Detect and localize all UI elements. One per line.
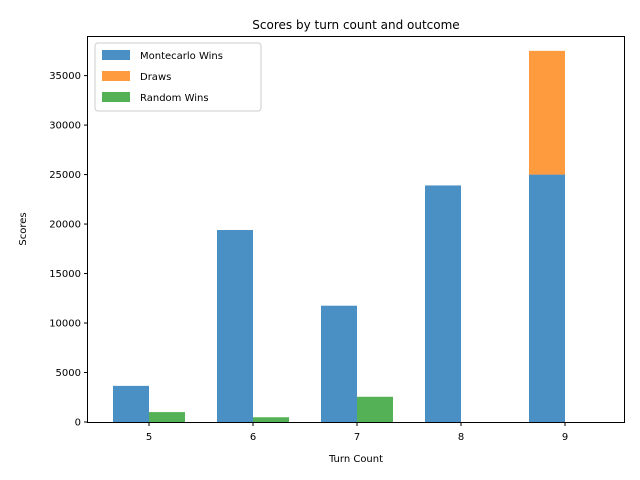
bar-montecarlo-wins-7 bbox=[321, 305, 357, 422]
bar-montecarlo-wins-5 bbox=[113, 385, 149, 422]
x-tick-label: 9 bbox=[562, 432, 568, 443]
bar-montecarlo-wins-6 bbox=[217, 229, 253, 422]
bar-random-wins-6 bbox=[253, 417, 289, 422]
x-tick-label: 8 bbox=[458, 432, 464, 443]
x-tick-label: 7 bbox=[354, 432, 360, 443]
bar-random-wins-7 bbox=[357, 396, 393, 422]
y-tick-label: 10000 bbox=[49, 319, 81, 330]
legend-swatch bbox=[102, 92, 130, 102]
x-axis-label: Turn Count bbox=[328, 454, 383, 465]
y-tick-label: 35000 bbox=[49, 71, 81, 82]
bar-random-wins-5 bbox=[149, 412, 185, 422]
bar-montecarlo-wins-9 bbox=[529, 174, 565, 422]
y-tick-label: 20000 bbox=[49, 220, 81, 231]
y-tick-label: 5000 bbox=[56, 368, 81, 379]
y-tick-label: 15000 bbox=[49, 269, 81, 280]
bars-group bbox=[113, 50, 565, 422]
legend-label: Random Wins bbox=[140, 93, 209, 104]
y-axis-ticks: 0 5000 10000 15000 20000 25000 30000 35000 bbox=[49, 71, 88, 429]
legend-label: Draws bbox=[140, 72, 171, 83]
bar-montecarlo-wins-8 bbox=[425, 185, 461, 422]
y-tick-label: 25000 bbox=[49, 170, 81, 181]
legend-swatch bbox=[102, 71, 130, 81]
y-tick-label: 0 bbox=[75, 418, 81, 429]
legend-label: Montecarlo Wins bbox=[140, 51, 223, 62]
y-axis-label: Scores bbox=[18, 212, 29, 245]
legend-box bbox=[94, 42, 262, 112]
bar-draws-9 bbox=[529, 50, 565, 175]
legend: Montecarlo Wins Draws Random Wins bbox=[94, 42, 262, 112]
x-axis-ticks: 5 6 7 8 9 bbox=[146, 422, 568, 443]
y-tick-label: 30000 bbox=[49, 121, 81, 132]
x-tick-label: 5 bbox=[146, 432, 152, 443]
legend-swatch bbox=[102, 50, 130, 60]
chart-title: Scores by turn count and outcome bbox=[252, 18, 459, 32]
x-tick-label: 6 bbox=[250, 432, 256, 443]
axes-frame bbox=[87, 36, 625, 423]
